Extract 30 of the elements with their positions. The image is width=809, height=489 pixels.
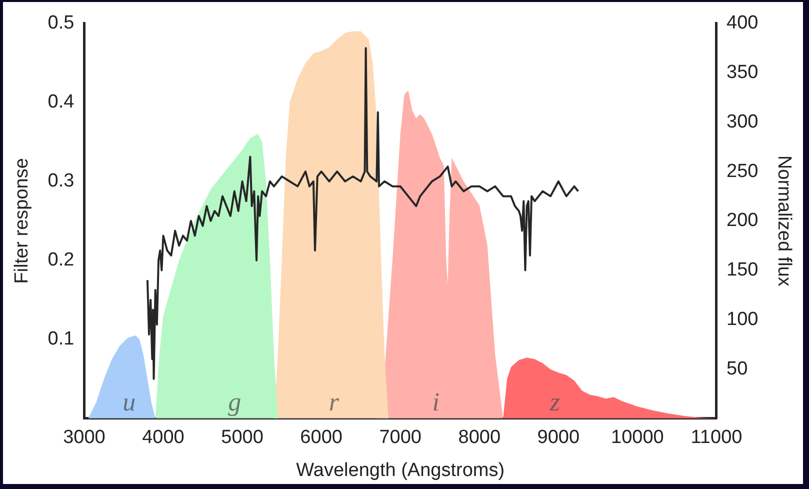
- x-tick-label: 11000: [690, 427, 742, 448]
- y2-tick-label: 50: [726, 358, 748, 380]
- x-tick-label: 7000: [379, 427, 422, 448]
- x-tick-label: 3000: [63, 427, 106, 448]
- series-label: z: [548, 387, 560, 416]
- y-axis-title: Filter response: [12, 158, 33, 284]
- y2-tick-label: 400: [726, 12, 758, 34]
- y2-tick-label: 250: [726, 160, 758, 182]
- y-tick-label: 0.1: [48, 328, 74, 350]
- y2-axis-title: Normalized flux: [773, 155, 794, 287]
- series-label: u: [122, 387, 136, 416]
- y2-tick-label: 300: [726, 111, 758, 132]
- y2-tick-label: 100: [726, 308, 758, 330]
- y-tick-label: 0.2: [48, 250, 74, 271]
- x-tick-label: 4000: [142, 427, 184, 448]
- series-label: g: [228, 387, 242, 416]
- y-tick-label: 0.3: [48, 170, 74, 192]
- series-label: r: [328, 387, 340, 416]
- x-tick-label: 5000: [221, 427, 264, 448]
- x-tick-label: 8000: [458, 427, 501, 448]
- y-tick-label: 0.4: [48, 92, 75, 113]
- y2-tick-label: 350: [726, 62, 758, 84]
- x-tick-label: 10000: [611, 427, 664, 448]
- y2-tick-label: 150: [726, 260, 758, 281]
- x-tick-label: 9000: [537, 427, 580, 448]
- y2-tick-label: 200: [726, 210, 758, 232]
- x-tick-label: 6000: [300, 427, 342, 448]
- x-axis-title: Wavelength (Angstroms): [296, 460, 505, 481]
- series-label: i: [432, 387, 440, 416]
- y-tick-label: 0.5: [48, 12, 74, 34]
